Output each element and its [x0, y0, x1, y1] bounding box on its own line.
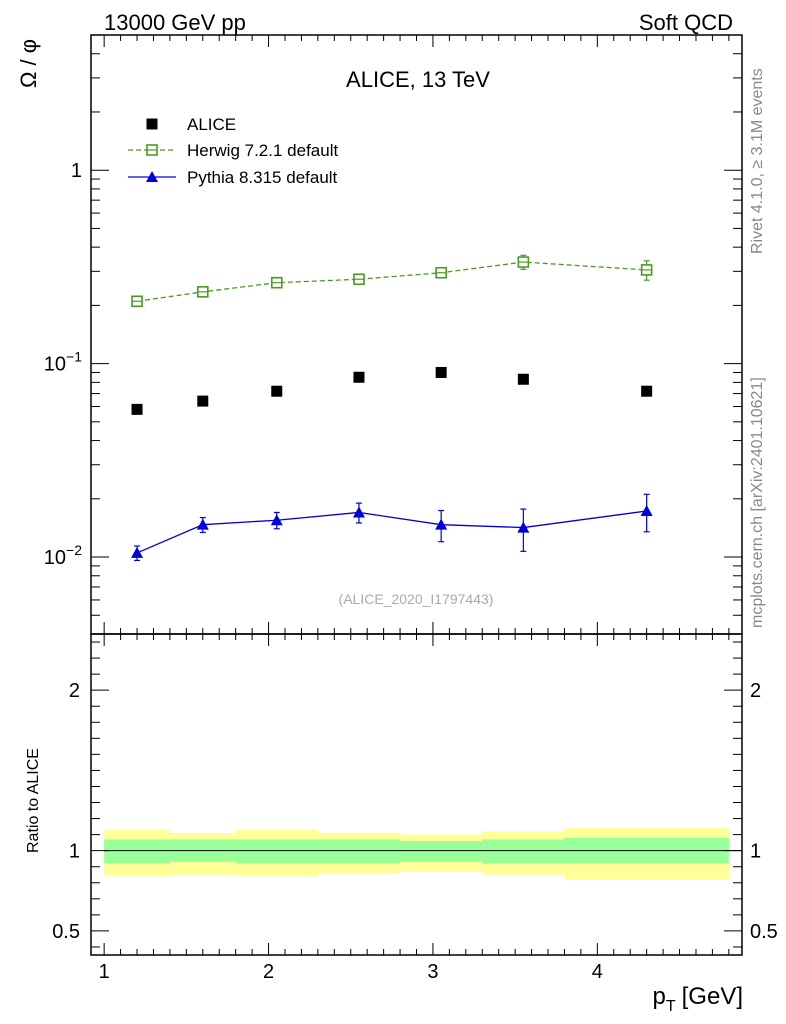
x-tick-label: 4	[592, 961, 603, 983]
pythia-point	[517, 521, 530, 533]
x-tick-label: 3	[427, 961, 438, 983]
ratio-frame-border	[90, 633, 743, 956]
legend-item-data: ALICE	[146, 115, 236, 134]
series-pythia	[131, 493, 653, 562]
mcplots-label: mcplots.cern.ch [arXiv:2401.10621]	[749, 377, 766, 628]
main-series	[131, 254, 653, 562]
x-label-main: p	[653, 983, 666, 1010]
legend-label-pythia: Pythia 8.315 default	[187, 168, 338, 187]
ratio-y-tick-label-left: 1	[69, 841, 80, 863]
main-y-tick-label: 10−2	[44, 542, 82, 569]
pythia-point	[196, 518, 209, 530]
ratio-band-stat	[482, 839, 565, 864]
x-tick-label: 2	[263, 961, 274, 983]
alice-data-point	[146, 118, 158, 130]
herwig-line	[136, 261, 647, 302]
ratio-band-stat	[400, 841, 483, 862]
ratio-ylabel: Ratio to ALICE	[25, 748, 42, 853]
pythia-point	[640, 504, 653, 516]
x-tick-label: 1	[99, 961, 110, 983]
y-tick-base: 10	[44, 354, 66, 376]
ratio-band-stat	[317, 839, 401, 864]
ratio-y-tick-label-left: 0.5	[52, 921, 80, 943]
alice-data-point	[353, 371, 365, 383]
header-right: Soft QCD	[639, 10, 733, 35]
y-tick-exponent: −2	[66, 542, 82, 558]
x-label-sub: T	[666, 998, 676, 1015]
legend-item-pythia: Pythia 8.315 default	[128, 168, 338, 187]
series-herwig	[131, 254, 653, 308]
x-axis-label: pT [GeV]	[653, 983, 744, 1015]
main-title: ALICE, 13 TeV	[346, 67, 490, 92]
ratio-band-stat	[235, 839, 318, 864]
pythia-point	[270, 514, 283, 526]
legend: ALICE Herwig 7.2.1 default Pythia 8.315 de…	[128, 115, 338, 187]
ratio-bands	[104, 828, 742, 880]
legend-item-herwig: Herwig 7.2.1 default	[128, 141, 338, 160]
alice-data-point	[271, 385, 283, 397]
alice-data-point	[517, 373, 529, 385]
ratio-band-stat	[104, 839, 170, 864]
main-axis-ticks: 110−110−2	[44, 34, 742, 635]
legend-label-herwig: Herwig 7.2.1 default	[187, 141, 338, 160]
pythia-point	[435, 518, 448, 530]
analysis-id: (ALICE_2020_I1797443)	[339, 591, 494, 607]
alice-data-point	[197, 395, 209, 407]
ratio-panel	[90, 633, 743, 956]
ratio-y-tick-label-right: 2	[750, 680, 761, 702]
ratio-y-tick-label-left: 2	[69, 680, 80, 702]
legend-label-data: ALICE	[187, 115, 236, 134]
alice-data-point	[641, 385, 653, 397]
pythia-point	[352, 506, 365, 518]
pythia-point	[146, 171, 158, 182]
main-y-tick-label: 10−1	[44, 349, 82, 376]
header-left: 13000 GeV pp	[104, 10, 246, 35]
ratio-y-tick-label-right: 1	[750, 841, 761, 863]
ratio-y-tick-label-right: 0.5	[750, 921, 778, 943]
x-label-unit: [GeV]	[682, 983, 743, 1010]
alice-data-point	[435, 366, 447, 378]
pythia-line	[136, 510, 647, 554]
pythia-point	[131, 546, 144, 558]
series-data	[131, 366, 653, 415]
main-y-tick-label: 1	[71, 160, 82, 182]
alice-data-point	[131, 403, 143, 415]
main-ylabel: Ω / φ	[16, 39, 41, 88]
y-tick-base: 10	[44, 547, 66, 569]
y-tick-exponent: −1	[66, 349, 82, 365]
ratio-axis-ticks: 1 2 3 4 0.5 0.5 1 1 2 2	[52, 634, 778, 983]
rivet-label: Rivet 4.1.0, ≥ 3.1M events	[749, 68, 766, 254]
